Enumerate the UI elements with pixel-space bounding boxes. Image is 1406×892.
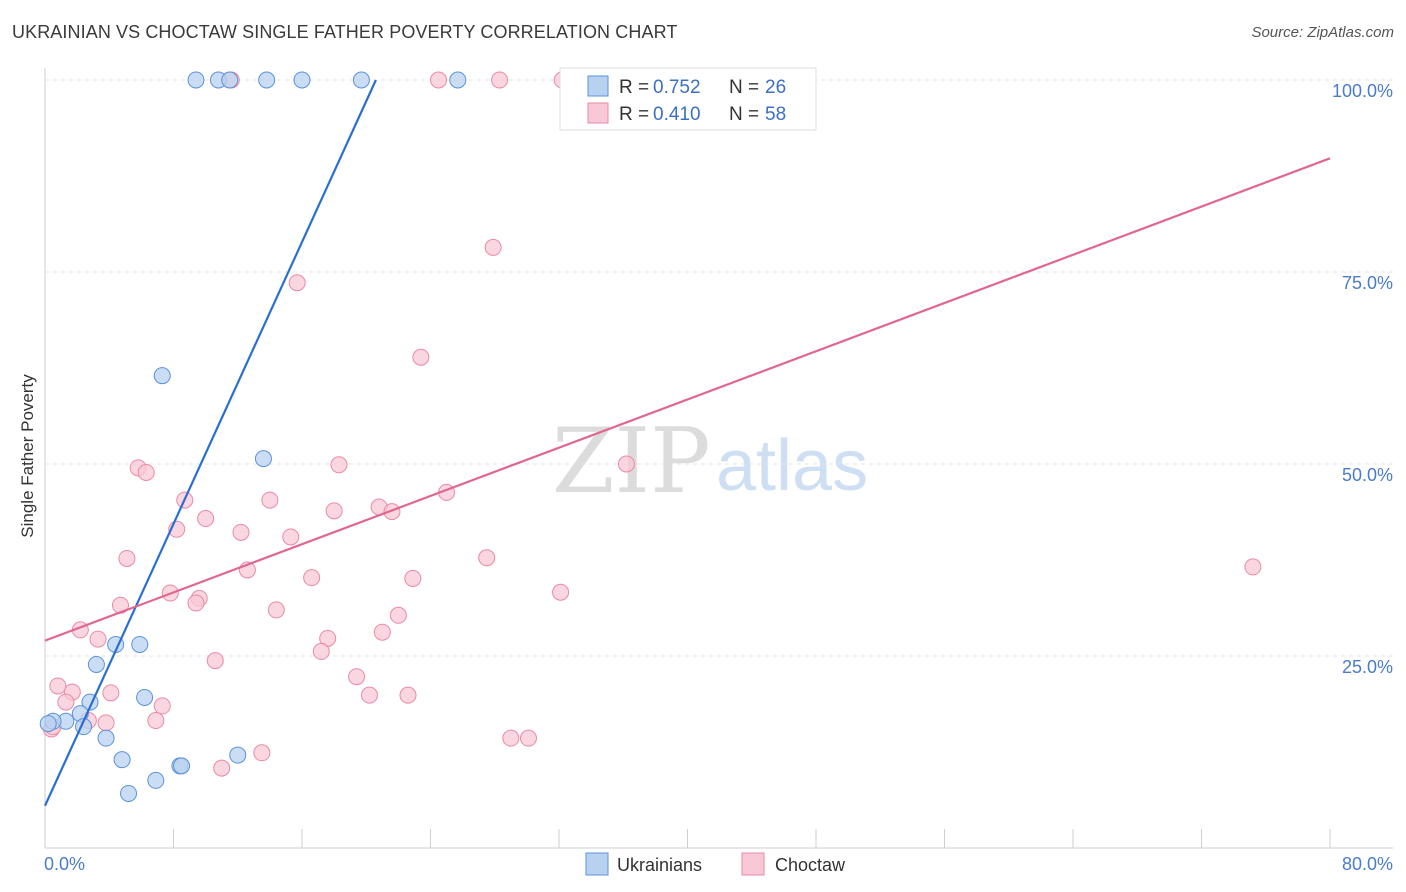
stats-legend-n-choctaw: 58 [765,104,786,125]
choctaw-point-50 [97,714,115,732]
choctaw-point-45 [360,686,378,704]
ukrainians-point-3 [258,71,276,89]
choctaw-point-31 [187,594,205,612]
ukrainians-trend-line [43,79,377,807]
y-tick-label-100: 100.0% [1332,81,1393,101]
choctaw-point-5 [484,238,502,256]
stats-legend: R = 0.752 N = 26 R = 0.410 N = 58 [559,67,817,131]
choctaw-point-57 [213,759,231,777]
y-tick-label-50: 50.0% [1342,465,1393,485]
ukrainians-point-5 [352,71,370,89]
series-legend-swatch-ukrainians [585,852,609,876]
choctaw-point-22 [118,549,136,567]
stats-legend-n-label-choctaw: N = [729,104,759,125]
ukrainians-point-4 [293,71,311,89]
ukrainians-point-18 [97,729,115,747]
choctaw-point-27 [1244,558,1262,576]
series-legend-swatch-choctaw [741,852,765,876]
choctaw-point-55 [519,729,537,747]
x-tick-label-min: 0.0% [44,854,85,874]
choctaw-point-21 [282,528,300,546]
ukrainians-point-19 [113,751,131,769]
ukrainians-point-7 [153,367,171,385]
choctaw-point-7 [412,348,430,366]
ukrainians-point-11 [87,655,105,673]
choctaw-point-51 [147,712,165,730]
choctaw-point-25 [303,569,321,587]
choctaw-point-16 [325,502,343,520]
stats-legend-swatch-choctaw [587,102,609,124]
ukrainians-point-24 [120,784,138,802]
stats-legend-r-label-choctaw: R = [619,104,649,125]
stats-legend-r-choctaw: 0.410 [653,104,701,125]
choctaw-point-20 [232,523,250,541]
ukrainians-point-8 [254,450,272,468]
ukrainians-point-2 [221,71,239,89]
choctaw-point-41 [348,668,366,686]
choctaw-point-2 [491,71,509,89]
series-legend-label-ukrainians: Ukrainians [617,855,702,875]
series-legend: Ukrainians Choctaw [585,852,846,876]
stats-legend-r-label-ukrainians: R = [619,77,649,98]
stats-legend-swatch-ukrainians [587,75,609,97]
choctaw-point-56 [253,744,271,762]
choctaw-point-13 [261,491,279,509]
y-tick-label-75: 75.0% [1342,273,1393,293]
ukrainians-point-20 [229,746,247,764]
choctaw-point-10 [330,456,348,474]
watermark: ZIP atlas [552,409,868,514]
choctaw-point-34 [389,606,407,624]
choctaw-point-48 [153,697,171,715]
stats-legend-r-ukrainians: 0.752 [653,77,701,98]
choctaw-point-39 [312,642,330,660]
watermark-atlas: atlas [716,426,868,506]
choctaw-point-18 [197,510,215,528]
choctaw-point-46 [399,686,417,704]
x-tick-labels: 0.0% 80.0% [44,854,1393,874]
choctaw-point-29 [552,583,570,601]
x-tick-label-max: 80.0% [1342,854,1393,874]
choctaw-point-6 [288,274,306,292]
ukrainians-point-10 [131,635,149,653]
y-tick-label-25: 25.0% [1342,657,1393,677]
choctaw-point-33 [267,601,285,619]
ukrainians-point-25 [39,715,57,733]
x-ticks [173,829,1331,848]
choctaw-point-17 [383,503,401,521]
choctaw-point-9 [137,463,155,481]
trend-lines [43,79,1331,807]
stats-legend-n-label-ukrainians: N = [729,77,759,98]
choctaw-point-23 [478,549,496,567]
choctaw-point-42 [49,677,67,695]
choctaw-point-1 [430,71,448,89]
ukrainians-point-0 [187,71,205,89]
ukrainians-points [39,71,467,802]
y-axis-title: Single Father Poverty [18,374,37,538]
choctaw-point-26 [404,569,422,587]
ukrainians-point-13 [136,688,154,706]
series-legend-label-choctaw: Choctaw [775,855,846,875]
choctaw-point-36 [373,623,391,641]
choctaw-point-44 [102,684,120,702]
ukrainians-point-23 [147,771,165,789]
ukrainians-point-22 [173,757,191,775]
stats-legend-n-ukrainians: 26 [765,77,786,98]
choctaw-point-37 [89,630,107,648]
y-tick-labels: 25.0% 50.0% 75.0% 100.0% [1332,81,1393,677]
chart-title: UKRAINIAN VS CHOCTAW SINGLE FATHER POVER… [12,22,678,42]
choctaw-point-47 [57,693,75,711]
choctaw-point-40 [206,652,224,670]
choctaw-point-54 [502,729,520,747]
choctaw-trend-line [44,157,1331,642]
ukrainians-point-6 [449,71,467,89]
chart-source: Source: ZipAtlas.com [1251,24,1394,41]
choctaw-point-11 [617,455,635,473]
